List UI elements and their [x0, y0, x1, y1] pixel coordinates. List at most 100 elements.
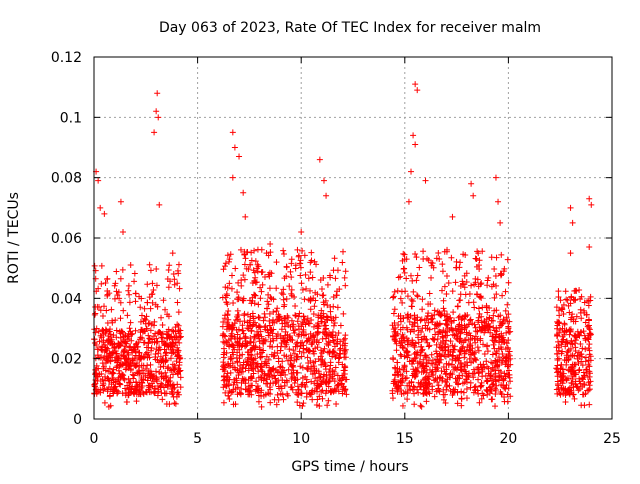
- data-point: [565, 388, 572, 395]
- data-point: [132, 341, 139, 348]
- data-point: [273, 378, 280, 385]
- data-point: [505, 371, 512, 378]
- data-point: [224, 370, 231, 377]
- data-point: [242, 255, 249, 262]
- data-point: [443, 321, 450, 328]
- data-point: [586, 401, 593, 408]
- data-point: [327, 359, 334, 366]
- data-point: [586, 368, 593, 375]
- data-point: [457, 297, 464, 304]
- data-point: [229, 129, 236, 136]
- data-point: [577, 380, 584, 387]
- data-point: [307, 259, 314, 266]
- data-point: [139, 335, 146, 342]
- data-point: [147, 305, 154, 312]
- data-point: [251, 277, 258, 284]
- data-point: [397, 318, 404, 325]
- data-point: [585, 357, 592, 364]
- data-point: [126, 291, 133, 298]
- data-point: [464, 311, 471, 318]
- data-point: [423, 369, 430, 376]
- data-point: [472, 275, 479, 282]
- data-point: [470, 366, 477, 373]
- data-point: [319, 387, 326, 394]
- data-point: [458, 345, 465, 352]
- data-point: [399, 402, 406, 409]
- data-point: [578, 315, 585, 322]
- data-point: [268, 270, 275, 277]
- data-point: [447, 338, 454, 345]
- data-point: [557, 391, 564, 398]
- data-point: [394, 287, 401, 294]
- data-point: [254, 360, 261, 367]
- data-point: [422, 352, 429, 359]
- data-point: [579, 391, 586, 398]
- data-point: [496, 372, 503, 379]
- data-point: [296, 402, 303, 409]
- data-point: [497, 272, 504, 279]
- data-point: [126, 336, 133, 343]
- data-point: [155, 359, 162, 366]
- data-point: [174, 344, 181, 351]
- data-point: [134, 343, 141, 350]
- x-tick-label: 5: [193, 431, 202, 447]
- chart-title: Day 063 of 2023, Rate Of TEC Index for r…: [159, 20, 541, 36]
- data-point: [467, 349, 474, 356]
- data-point: [560, 385, 567, 392]
- data-point: [397, 387, 404, 394]
- data-point: [460, 389, 467, 396]
- data-point: [288, 384, 295, 391]
- data-point: [472, 324, 479, 331]
- data-point: [164, 334, 171, 341]
- data-point: [503, 314, 510, 321]
- data-point: [316, 383, 323, 390]
- data-point: [95, 177, 102, 184]
- data-point: [301, 296, 308, 303]
- data-point: [266, 322, 273, 329]
- data-point: [316, 403, 323, 410]
- data-point: [429, 383, 436, 390]
- data-point: [321, 345, 328, 352]
- data-point: [553, 350, 560, 357]
- data-point: [477, 361, 484, 368]
- data-point: [499, 351, 506, 358]
- data-point: [300, 313, 307, 320]
- data-point: [480, 392, 487, 399]
- data-point: [234, 289, 241, 296]
- data-point: [239, 364, 246, 371]
- data-point: [241, 318, 248, 325]
- data-point: [285, 366, 292, 373]
- data-point: [144, 377, 151, 384]
- data-point: [390, 294, 397, 301]
- data-point: [438, 312, 445, 319]
- data-point: [429, 315, 436, 322]
- data-point: [117, 330, 124, 337]
- data-point: [176, 285, 183, 292]
- data-point: [404, 341, 411, 348]
- data-point: [442, 400, 449, 407]
- data-point: [564, 297, 571, 304]
- data-point: [125, 375, 132, 382]
- data-point: [252, 343, 259, 350]
- data-point: [410, 288, 417, 295]
- data-point: [293, 369, 300, 376]
- data-point: [463, 359, 470, 366]
- data-point: [152, 301, 159, 308]
- data-point: [567, 204, 574, 211]
- data-point: [390, 293, 397, 300]
- data-point: [478, 382, 485, 389]
- data-point: [174, 267, 181, 274]
- data-point: [474, 387, 481, 394]
- data-point: [304, 354, 311, 361]
- data-point: [498, 271, 505, 278]
- data-point: [580, 307, 587, 314]
- data-point: [126, 325, 133, 332]
- data-point: [409, 298, 416, 305]
- data-point: [255, 301, 262, 308]
- data-point: [280, 247, 287, 254]
- data-point: [556, 312, 563, 319]
- data-point: [454, 364, 461, 371]
- data-point: [553, 304, 560, 311]
- data-point: [162, 352, 169, 359]
- data-point: [299, 374, 306, 381]
